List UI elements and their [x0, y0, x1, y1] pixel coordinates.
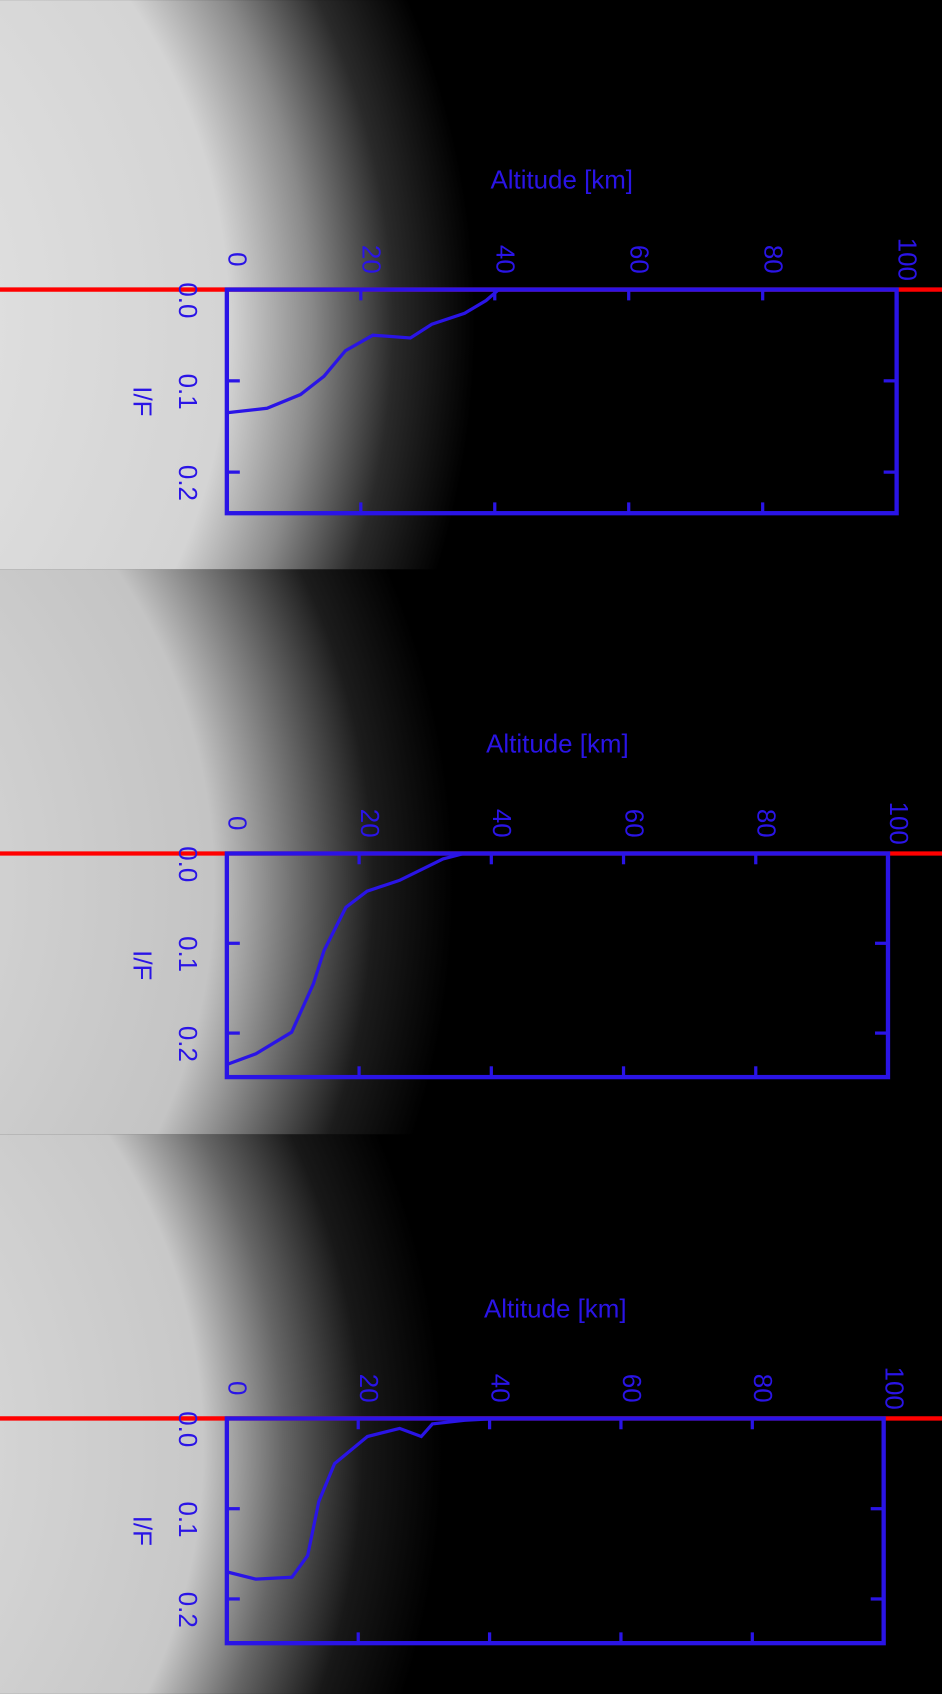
- y-axis-label: I/F: [128, 1516, 156, 1546]
- x-tick-label: 60: [619, 809, 647, 838]
- limb-image: [0, 1134, 942, 1694]
- x-tick-label: 40: [491, 245, 519, 274]
- x-tick-label: 20: [354, 1374, 382, 1403]
- y-tick-label: 0.0: [173, 1411, 201, 1447]
- y-axis-label: I/F: [128, 386, 156, 416]
- y-tick-label: 0.0: [173, 282, 201, 318]
- x-axis-label: Altitude [km]: [490, 166, 633, 194]
- x-tick-label: 0: [223, 816, 251, 830]
- x-tick-label: 20: [355, 809, 383, 838]
- x-tick-label: 60: [625, 245, 653, 274]
- x-tick-label: 40: [485, 1374, 513, 1403]
- y-tick-label: 0.1: [173, 936, 201, 972]
- x-tick-label: 0: [223, 1381, 251, 1395]
- y-tick-label: 0.2: [173, 465, 201, 501]
- figure: Altitude [km] I/F 0 20 40 60 80 100 0.0 0.1 0.2 Alt…: [0, 0, 942, 1694]
- x-tick-label: 80: [758, 245, 786, 274]
- x-tick-label: 100: [879, 1367, 907, 1410]
- y-tick-label: 0.2: [173, 1026, 201, 1062]
- x-tick-label: 100: [884, 802, 912, 845]
- x-tick-label: 0: [223, 252, 251, 266]
- x-tick-label: 80: [748, 1374, 776, 1403]
- limb-image: [0, 0, 942, 569]
- x-tick-label: 100: [892, 238, 920, 281]
- x-tick-label: 40: [487, 809, 515, 838]
- x-tick-label: 80: [752, 809, 780, 838]
- y-tick-label: 0.1: [173, 1502, 201, 1538]
- y-tick-label: 0.1: [173, 374, 201, 410]
- page: Altitude [km] I/F 0 20 40 60 80 100 0.0 0.1 0.2 Alt…: [0, 0, 942, 1694]
- x-axis-label: Altitude [km]: [486, 730, 629, 758]
- x-tick-label: 60: [617, 1374, 645, 1403]
- y-tick-label: 0.2: [173, 1592, 201, 1628]
- y-tick-label: 0.0: [173, 846, 201, 882]
- y-axis-label: I/F: [128, 950, 156, 980]
- x-tick-label: 20: [357, 245, 385, 274]
- x-axis-label: Altitude [km]: [484, 1295, 627, 1323]
